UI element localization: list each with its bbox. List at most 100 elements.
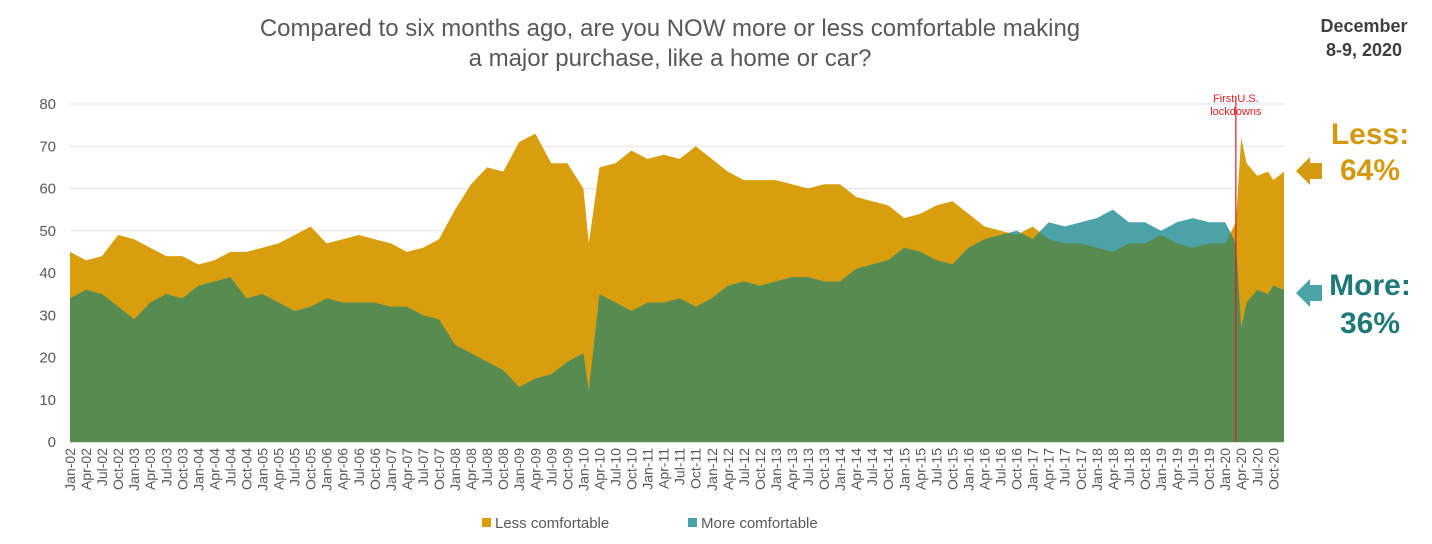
x-tick-label: Jan-15 bbox=[896, 448, 912, 491]
x-tick-label: Jan-02 bbox=[62, 448, 78, 491]
x-tick-label: Jan-17 bbox=[1025, 448, 1041, 491]
x-tick-label: Jan-04 bbox=[190, 448, 206, 491]
x-tick-label: Jul-17 bbox=[1057, 448, 1073, 486]
x-tick-label: Jan-19 bbox=[1153, 448, 1169, 491]
survey-date-line: 8-9, 2020 bbox=[1325, 40, 1403, 60]
x-tick-label: Apr-11 bbox=[656, 448, 672, 489]
legend-label-less: Less comfortable bbox=[495, 515, 609, 532]
x-tick-label: Oct-07 bbox=[431, 448, 447, 490]
x-tick-label: Oct-17 bbox=[1073, 448, 1089, 490]
x-tick-label: Apr-13 bbox=[784, 448, 800, 490]
x-tick-label: Jan-13 bbox=[768, 448, 784, 491]
x-tick-label: Oct-12 bbox=[752, 448, 768, 490]
x-tick-label: Jul-10 bbox=[607, 448, 623, 486]
x-tick-label: Jan-10 bbox=[575, 448, 591, 491]
x-tick-label: Jan-11 bbox=[640, 448, 656, 490]
x-tick-label: Jul-05 bbox=[287, 448, 303, 486]
x-tick-label: Apr-07 bbox=[399, 448, 415, 490]
x-tick-label: Oct-20 bbox=[1265, 448, 1281, 490]
x-tick-label: Jul-12 bbox=[736, 448, 752, 486]
x-tick-label: Jan-09 bbox=[511, 448, 527, 491]
x-tick-label: Apr-20 bbox=[1233, 448, 1249, 490]
y-tick-label: 30 bbox=[39, 307, 56, 324]
y-tick-label: 0 bbox=[48, 434, 56, 451]
x-tick-label: Oct-15 bbox=[944, 448, 960, 490]
x-tick-label: Jul-04 bbox=[222, 448, 238, 486]
legend-swatch-more bbox=[688, 518, 697, 527]
legend-swatch-less bbox=[482, 518, 491, 527]
x-tick-label: Jul-09 bbox=[543, 448, 559, 486]
x-tick-label: Apr-10 bbox=[591, 448, 607, 490]
survey-date: December 8-9, 2020 bbox=[1300, 14, 1428, 62]
x-tick-label: Jul-03 bbox=[158, 448, 174, 486]
x-tick-label: Apr-18 bbox=[1105, 448, 1121, 490]
x-tick-label: Jan-20 bbox=[1217, 448, 1233, 491]
chart-title-line: a major purchase, like a home or car? bbox=[468, 45, 872, 72]
chart-title-line: Compared to six months ago, are you NOW … bbox=[259, 15, 1081, 42]
x-tick-label: Apr-12 bbox=[720, 448, 736, 490]
x-tick-label: Apr-17 bbox=[1041, 448, 1057, 490]
y-tick-label: 60 bbox=[39, 181, 56, 198]
x-tick-label: Oct-05 bbox=[303, 448, 319, 490]
callouts: Less:64% More: 36% bbox=[1296, 118, 1411, 340]
x-tick-label: Oct-16 bbox=[1009, 448, 1025, 490]
y-tick-label: 10 bbox=[39, 392, 56, 409]
x-tick-label: Oct-06 bbox=[367, 448, 383, 490]
x-tick-label: Jan-06 bbox=[319, 448, 335, 491]
x-tick-label: Jul-15 bbox=[928, 448, 944, 486]
x-tick-label: Apr-05 bbox=[271, 448, 287, 490]
x-tick-label: Oct-19 bbox=[1201, 448, 1217, 490]
survey-date-line: December bbox=[1320, 16, 1408, 36]
y-tick-label: 50 bbox=[39, 223, 56, 240]
x-tick-label: Apr-02 bbox=[78, 448, 94, 490]
less-callout-label: Less: bbox=[1331, 118, 1409, 151]
x-tick-label: Jul-06 bbox=[351, 448, 367, 486]
x-tick-label: Jul-08 bbox=[479, 448, 495, 486]
x-tick-label: Oct-08 bbox=[495, 448, 511, 490]
x-tick-label: Jul-18 bbox=[1121, 448, 1137, 486]
x-tick-label: Jan-18 bbox=[1089, 448, 1105, 491]
x-tick-label: Jul-16 bbox=[993, 448, 1009, 486]
x-tick-label: Jan-14 bbox=[832, 448, 848, 491]
x-tick-label: Oct-03 bbox=[174, 448, 190, 490]
x-tick-label: Jul-11 bbox=[672, 448, 688, 485]
x-tick-label: Oct-18 bbox=[1137, 448, 1153, 490]
x-tick-label: Jul-20 bbox=[1249, 448, 1265, 486]
more-callout-label: More: bbox=[1329, 269, 1411, 302]
chart-title: Compared to six months ago, are you NOW … bbox=[140, 14, 1200, 74]
x-tick-label: Jan-03 bbox=[126, 448, 142, 491]
x-tick-label: Jan-12 bbox=[704, 448, 720, 491]
x-tick-label: Oct-02 bbox=[110, 448, 126, 490]
y-tick-label: 80 bbox=[39, 96, 56, 113]
more-callout-value: 36% bbox=[1340, 307, 1400, 340]
x-tick-label: Apr-04 bbox=[206, 448, 222, 490]
annotation-text: First U.S. bbox=[1213, 93, 1259, 105]
plot-areas bbox=[70, 133, 1284, 442]
x-tick-label: Apr-06 bbox=[335, 448, 351, 490]
legend: Less comfortable More comfortable bbox=[482, 515, 818, 532]
x-tick-label: Jul-19 bbox=[1185, 448, 1201, 486]
x-tick-label: Oct-14 bbox=[880, 448, 896, 490]
more-arrow-icon bbox=[1296, 279, 1322, 307]
x-tick-label: Oct-10 bbox=[624, 448, 640, 490]
x-tick-label: Apr-19 bbox=[1169, 448, 1185, 490]
x-tick-label: Apr-03 bbox=[142, 448, 158, 490]
x-tick-label: Jul-13 bbox=[800, 448, 816, 486]
x-tick-label: Jan-16 bbox=[960, 448, 976, 491]
x-tick-label: Apr-15 bbox=[912, 448, 928, 490]
x-tick-label: Apr-16 bbox=[977, 448, 993, 490]
x-tick-label: Oct-09 bbox=[559, 448, 575, 490]
x-tick-label: Jan-05 bbox=[255, 448, 271, 491]
y-tick-label: 20 bbox=[39, 350, 56, 367]
x-tick-label: Oct-13 bbox=[816, 448, 832, 490]
legend-label-more: More comfortable bbox=[701, 515, 818, 532]
y-tick-label: 70 bbox=[39, 138, 56, 155]
x-tick-label: Jan-08 bbox=[447, 448, 463, 491]
x-tick-label: Oct-04 bbox=[238, 448, 254, 490]
less-arrow-icon bbox=[1296, 157, 1322, 185]
x-tick-label: Jul-02 bbox=[94, 448, 110, 486]
less-callout-value: 64% bbox=[1340, 154, 1400, 187]
x-tick-label: Apr-14 bbox=[848, 448, 864, 490]
x-tick-label: Jul-14 bbox=[864, 448, 880, 486]
